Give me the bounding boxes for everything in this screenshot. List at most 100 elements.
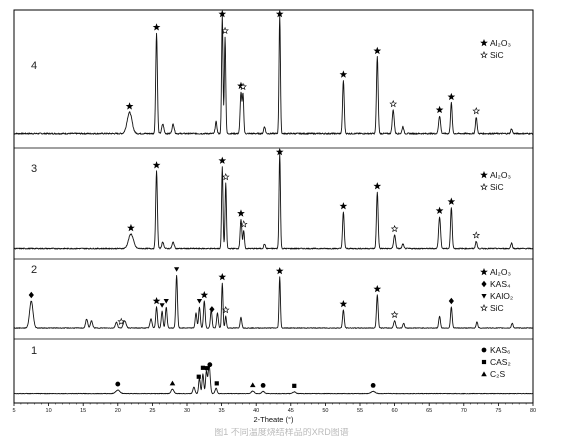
sic-marker: [472, 106, 481, 115]
legend-label-kas6: KAS₆: [490, 345, 510, 355]
xrd-pattern-2: [13, 274, 534, 329]
x-tick-label: 45: [288, 408, 294, 414]
legend-label-sic: SiC: [490, 50, 504, 60]
sic-marker: [117, 317, 126, 325]
al2o3-marker: [200, 290, 209, 299]
al2o3-marker: [435, 206, 444, 214]
kas6-marker: [370, 383, 376, 388]
x-tick-label: 10: [46, 408, 52, 414]
kas6-marker: [207, 362, 213, 368]
sic-marker: [221, 172, 230, 181]
cas2-marker: [481, 359, 487, 365]
sic-marker: [221, 26, 229, 35]
al2o3-marker: [218, 9, 227, 18]
xrd-pattern-4: [13, 14, 534, 135]
x-tick-label: 65: [426, 408, 432, 414]
al2o3-marker: [339, 202, 348, 210]
kalo2-marker: [174, 267, 180, 272]
al2o3-marker: [373, 182, 382, 190]
figure-caption: 图1 不同温度烧结样品的XRD图谱: [214, 428, 349, 437]
phase-legends: Al₂O₃ SiC Al₂O₃ SiC Al₂O₃ KAS₄ KAlO₂ SiC KAS₆ CAS…: [480, 38, 513, 379]
x-tick-label: 30: [184, 408, 190, 414]
legend-label-al: Al₂O₃: [490, 267, 511, 277]
al2o3-marker: [218, 272, 227, 281]
pattern-label-4: 4: [31, 60, 37, 72]
legend-label-c2s: C₂S: [490, 369, 505, 379]
legend-label-kas4: KAS₄: [490, 279, 511, 289]
al2o3-marker: [480, 170, 488, 179]
c2s-marker: [481, 371, 487, 377]
al2o3-marker: [373, 284, 382, 293]
kas6-marker: [260, 383, 266, 388]
al2o3-marker: [152, 23, 161, 31]
cas2-marker: [196, 374, 201, 379]
kalo2-marker: [481, 294, 487, 299]
al2o3-marker: [480, 38, 488, 47]
al2o3-marker: [447, 92, 456, 101]
c2s-marker: [249, 382, 256, 388]
plot-border: [13, 9, 534, 404]
x-axis-label: 2-Theate (°): [253, 415, 294, 424]
sic-marker: [480, 303, 488, 312]
kalo2-marker: [196, 298, 203, 304]
al2o3-marker: [275, 147, 284, 156]
x-tick-label: 60: [392, 408, 398, 414]
al2o3-marker: [275, 266, 284, 275]
al2o3-marker: [447, 197, 456, 205]
x-tick-label: 15: [80, 408, 86, 414]
sic-marker: [239, 220, 248, 228]
al2o3-marker: [127, 223, 135, 232]
kas4-marker: [209, 306, 215, 313]
x-tick-label: 5: [12, 408, 15, 414]
al2o3-marker: [275, 9, 284, 18]
x-tick-label: 50: [322, 408, 328, 414]
kas6-marker: [481, 347, 487, 353]
plot-frame: [13, 9, 534, 404]
kas4-marker: [448, 297, 454, 305]
al2o3-marker: [152, 161, 161, 169]
cas2-marker: [200, 365, 206, 370]
sic-marker: [390, 310, 399, 319]
pattern-label-2: 2: [31, 264, 37, 276]
legend-label-cas2: CAS₂: [490, 357, 511, 367]
kas4-marker: [28, 291, 34, 299]
kalo2-marker: [163, 298, 169, 304]
c2s-marker: [169, 380, 176, 386]
x-axis: 5 10 15 20 25 30 35 40 45 50 55 60 65 70 75 80 2-Theate …: [12, 403, 536, 424]
x-tick-label: 55: [357, 408, 363, 414]
sic-marker: [221, 305, 230, 314]
sic-marker: [239, 82, 247, 91]
al2o3-marker: [480, 267, 488, 276]
x-tick-label: 40: [253, 408, 259, 414]
sic-marker: [480, 182, 488, 191]
legend-label-al: Al₂O₃: [490, 38, 511, 48]
legend-label-sic: SiC: [490, 182, 504, 192]
legend-label-al: Al₂O₃: [490, 170, 511, 180]
legend-label-kaio2: KAlO₂: [490, 291, 513, 301]
pattern-label-1: 1: [31, 345, 37, 357]
sic-marker: [472, 231, 481, 239]
xrd-traces: [13, 14, 534, 395]
cas2-marker: [292, 383, 297, 388]
sic-marker: [390, 224, 399, 233]
cas2-marker: [214, 381, 219, 386]
al2o3-marker: [435, 105, 444, 114]
kalo2-marker: [159, 303, 165, 308]
legend-label-sic: SiC: [490, 303, 504, 313]
kas6-marker: [115, 381, 121, 387]
xrd-pattern-1: [13, 364, 534, 395]
pattern-labels: 4 3 2 1: [31, 60, 37, 357]
al2o3-marker: [237, 209, 245, 217]
cas2-marker: [204, 366, 210, 371]
x-tick-label: 80: [530, 408, 536, 414]
x-tick-label: 35: [219, 408, 225, 414]
x-tick-label: 20: [115, 408, 121, 414]
al2o3-marker: [339, 70, 348, 78]
sic-marker: [389, 99, 398, 108]
x-tick-label: 70: [461, 408, 467, 414]
kas4-marker: [481, 280, 487, 288]
sic-marker: [480, 50, 488, 59]
al2o3-marker: [125, 102, 134, 110]
phase-markers: [28, 9, 481, 388]
